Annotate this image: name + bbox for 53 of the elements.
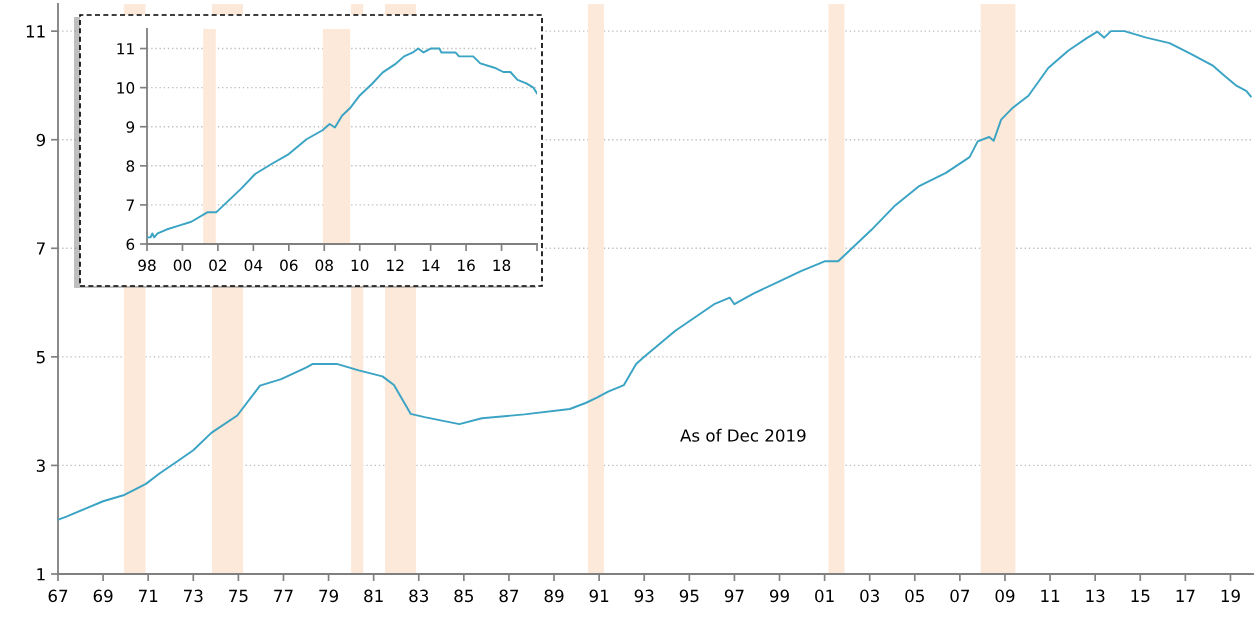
y-tick-label: 11 (26, 25, 45, 38)
x-tick-label: 98 (138, 259, 156, 272)
x-tick-label: 17 (1176, 589, 1195, 602)
x-tick-label: 08 (315, 259, 333, 272)
x-tick-label: 79 (319, 589, 338, 603)
x-tick-label: 15 (1131, 589, 1150, 603)
x-tick-label: 19 (1221, 589, 1240, 603)
x-tick-label: 83 (409, 589, 429, 603)
x-tick-label: 11 (1041, 589, 1060, 602)
y-tick-label: 5 (36, 351, 45, 364)
x-tick-label: 03 (860, 589, 879, 603)
x-tick-label: 06 (280, 259, 298, 272)
x-tick-label: 14 (422, 259, 440, 271)
x-tick-label: 04 (244, 259, 263, 272)
x-tick-label: 12 (387, 259, 404, 271)
x-tick-label: 16 (458, 259, 475, 272)
x-tick-label: 91 (589, 589, 609, 603)
x-tick-label: 69 (93, 589, 113, 603)
x-tick-label: 85 (454, 589, 473, 603)
x-tick-label: 73 (184, 589, 203, 603)
y-tick-label: 1 (37, 568, 45, 581)
x-tick-label: 09 (995, 589, 1015, 603)
annotation: As of Dec 2019 (680, 428, 806, 442)
x-tick-label: 07 (950, 589, 970, 603)
x-tick-label: 81 (364, 589, 383, 603)
x-tick-label: 67 (48, 589, 68, 603)
y-tick-label: 3 (36, 459, 45, 472)
y-tick-label: 11 (117, 43, 134, 55)
x-tick-label: 01 (815, 589, 834, 603)
x-tick-label: 95 (679, 589, 699, 603)
x-tick-label: 02 (209, 259, 227, 272)
x-tick-label: 93 (634, 589, 654, 603)
line-series (147, 47, 537, 239)
x-tick-label: 97 (724, 589, 744, 603)
x-tick-label: 89 (544, 589, 564, 603)
y-tick-label: 10 (117, 82, 135, 94)
x-tick-label: 18 (493, 259, 511, 272)
y-tick-label: 9 (126, 121, 135, 133)
line-series (58, 30, 1252, 521)
x-tick-label: 77 (274, 589, 293, 602)
y-tick-label: 7 (36, 242, 45, 255)
x-tick-label: 71 (138, 589, 158, 602)
x-tick-label: 00 (173, 259, 192, 272)
x-tick-label: 75 (229, 589, 248, 603)
x-tick-label: 13 (1086, 589, 1105, 603)
x-tick-label: 99 (769, 589, 789, 603)
y-tick-label: 7 (126, 199, 134, 211)
y-tick-label: 8 (126, 160, 135, 172)
x-tick-label: 10 (351, 259, 369, 272)
y-tick-label: 9 (36, 133, 46, 147)
x-tick-label: 05 (905, 589, 924, 603)
y-tick-label: 6 (126, 238, 135, 251)
x-tick-label: 87 (499, 589, 519, 603)
